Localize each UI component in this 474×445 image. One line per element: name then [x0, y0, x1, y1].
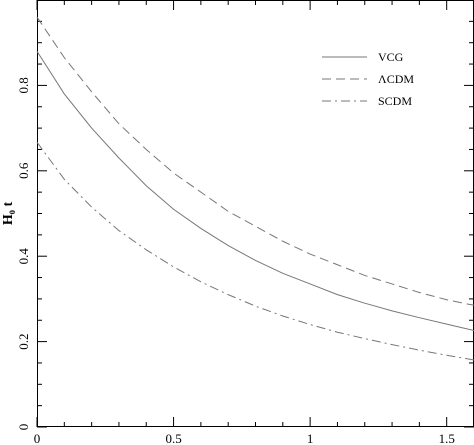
plot-frame [37, 0, 474, 427]
series-line-scdm [36, 141, 474, 361]
legend-label: ΛCDM [378, 72, 414, 86]
legend-label: VCG [378, 50, 404, 64]
y-tick-label: 0.8 [16, 77, 31, 93]
series-line-vcg [36, 50, 474, 331]
x-tick-label: 1.5 [439, 431, 455, 445]
x-tick-label: 1 [307, 431, 314, 445]
legend: VCG ΛCDM SCDM [322, 50, 414, 108]
x-tick-label: 0 [34, 431, 41, 445]
legend-label: SCDM [378, 94, 412, 108]
y-axis-label: H₀ t [1, 202, 16, 226]
x-tick-label: 0.5 [165, 431, 181, 445]
y-tick-label: 0.4 [16, 248, 31, 265]
y-tick-label: 0.2 [16, 333, 31, 349]
y-tick-label: 0.6 [16, 162, 31, 179]
y-tick-label: 0 [16, 424, 31, 431]
series-line-cdm [36, 16, 474, 306]
